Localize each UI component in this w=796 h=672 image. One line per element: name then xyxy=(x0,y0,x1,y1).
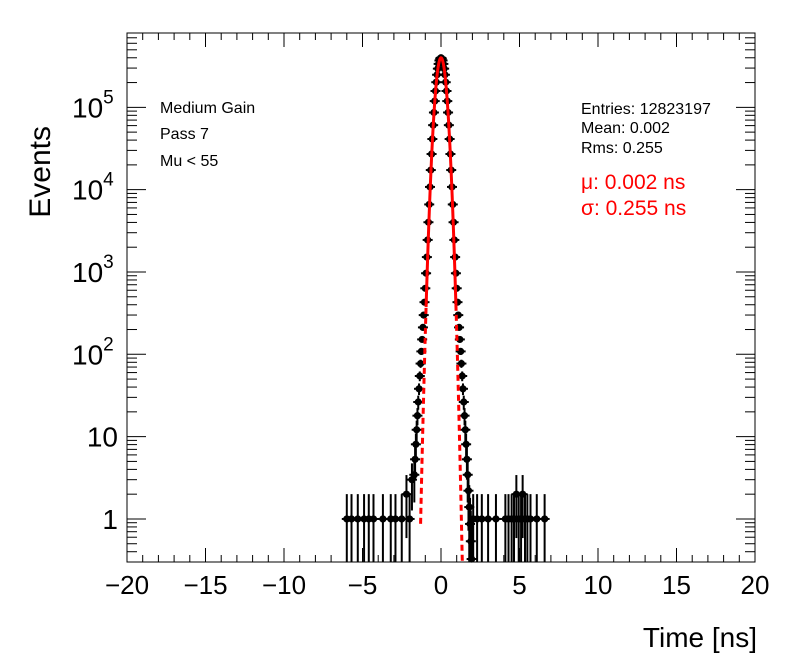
annotation-pass: Pass 7 xyxy=(160,126,209,143)
data-point xyxy=(460,412,469,420)
x-tick-label: 5 xyxy=(512,570,526,600)
data-point xyxy=(460,398,468,406)
y-tick-label: 103 xyxy=(72,252,114,288)
data-point xyxy=(417,347,425,356)
data-point xyxy=(526,515,535,523)
stats-entries: Entries: 12823197 xyxy=(581,101,711,118)
data-point xyxy=(484,515,492,523)
x-tick-label: 10 xyxy=(584,570,613,600)
x-tick-label: −20 xyxy=(105,570,149,600)
annotation-mu: Mu < 55 xyxy=(160,153,218,170)
data-point xyxy=(391,515,400,523)
data-point xyxy=(414,398,422,406)
data-point xyxy=(458,372,466,380)
stats-rms: Rms: 0.255 xyxy=(581,140,663,157)
y-tick-label: 102 xyxy=(72,334,114,370)
data-point xyxy=(413,426,421,434)
data-point xyxy=(478,515,486,523)
data-point xyxy=(412,440,420,448)
data-point xyxy=(533,515,541,523)
data-point xyxy=(398,515,406,523)
fit-layer xyxy=(419,56,464,564)
data-point xyxy=(354,515,362,523)
x-axis-label: Time [ns] xyxy=(643,622,757,653)
x-tick-label: 15 xyxy=(662,570,691,600)
y-tick-label: 10 xyxy=(87,422,118,453)
data-point xyxy=(416,372,424,380)
y-tick-label: 1 xyxy=(102,504,118,535)
x-tick-label: −10 xyxy=(262,570,306,600)
data-point xyxy=(402,490,411,498)
data-point xyxy=(369,515,378,523)
x-tick-label: −15 xyxy=(183,570,227,600)
data-point xyxy=(457,359,466,368)
data-point xyxy=(459,385,467,393)
data-point xyxy=(413,412,422,420)
fit-mu-label: μ: 0.002 ns xyxy=(581,171,685,194)
x-tick-label: −5 xyxy=(348,570,378,600)
data-point xyxy=(415,385,423,393)
fit-curve-right-extrapolation xyxy=(454,304,464,564)
annotation-gain: Medium Gain xyxy=(160,100,255,117)
data-point xyxy=(379,515,387,523)
y-axis-ticks xyxy=(127,32,755,563)
x-tick-label: 20 xyxy=(741,570,770,600)
y-axis-tick-labels: 1 10 102 103 104 105 xyxy=(72,87,118,535)
x-tick-label: 0 xyxy=(434,570,448,600)
data-point xyxy=(541,515,549,523)
fit-curve-left-extrapolation xyxy=(419,306,428,524)
data-point xyxy=(463,455,471,463)
fit-sigma-label: σ: 0.255 ns xyxy=(581,197,686,220)
y-tick-label: 104 xyxy=(72,170,114,206)
data-point xyxy=(462,440,470,448)
y-tick-label: 105 xyxy=(72,87,114,123)
data-point xyxy=(461,426,469,434)
data-point xyxy=(408,476,416,484)
data-point xyxy=(416,359,425,368)
x-axis-tick-labels: −20 −15 −10 −5 0 5 10 15 20 xyxy=(105,570,770,600)
data-point xyxy=(406,515,414,523)
data-point xyxy=(457,347,465,356)
data-point xyxy=(347,515,356,523)
y-axis-label: Events xyxy=(24,126,57,218)
fit-curve xyxy=(424,56,458,307)
x-axis-ticks xyxy=(126,33,756,562)
stats-mean: Mean: 0.002 xyxy=(581,120,670,137)
data-point xyxy=(492,515,500,523)
